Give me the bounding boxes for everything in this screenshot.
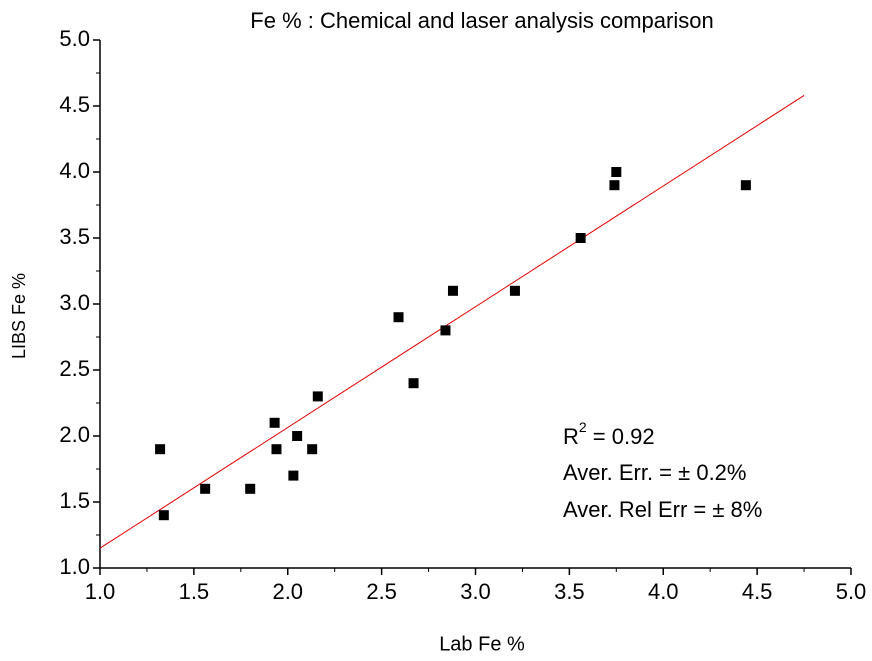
point [245,483,256,494]
y-tick-label: 4.5 [59,92,90,117]
y-tick-label: 1.5 [59,488,90,513]
y-tick-label: 3.0 [59,290,90,315]
point [271,444,282,455]
point [447,285,458,296]
point [269,417,280,428]
chart-title: Fe % : Chemical and laser analysis compa… [250,8,713,33]
point [509,285,520,296]
point [440,325,451,336]
x-tick-label: 2.5 [366,579,397,604]
y-tick-label: 1.0 [59,554,90,579]
annotation: R2 = 0.92 [563,419,655,449]
x-tick-label: 1.0 [85,579,116,604]
point [292,431,303,441]
annotation-part: = 0.92 [587,424,655,449]
x-tick-label: 4.5 [742,579,773,604]
x-tick-label: 3.5 [554,579,585,604]
x-tick-label: 2.0 [272,579,303,604]
point [408,378,419,389]
point [307,444,318,455]
annotation-part: R [563,424,579,449]
y-tick-label: 4.0 [59,158,90,183]
x-axis-label: Lab Fe % [439,633,525,655]
y-tick-label: 2.5 [59,356,90,381]
annotation: Aver. Err. = ± 0.2% [563,460,746,485]
point [575,233,586,243]
point [200,483,211,494]
annotation-sup: 2 [579,419,587,435]
fit-line [99,95,805,549]
y-tick-label: 3.5 [59,224,90,249]
point [609,180,620,191]
x-tick-label: 4.0 [648,579,679,604]
x-tick-label: 1.5 [179,579,210,604]
point [288,470,299,481]
point [312,391,323,402]
point [740,180,751,191]
y-axis-label: LIBS Fe % [9,273,29,359]
x-tick-label: 3.0 [460,579,491,604]
y-tick-label: 2.0 [59,422,90,447]
annotation: Aver. Rel Err = ± 8% [563,497,762,522]
point [393,312,404,323]
y-tick-label: 5.0 [59,26,90,51]
point [611,167,622,177]
x-tick-label: 5.0 [836,579,867,604]
point [155,444,166,455]
point [158,510,169,521]
